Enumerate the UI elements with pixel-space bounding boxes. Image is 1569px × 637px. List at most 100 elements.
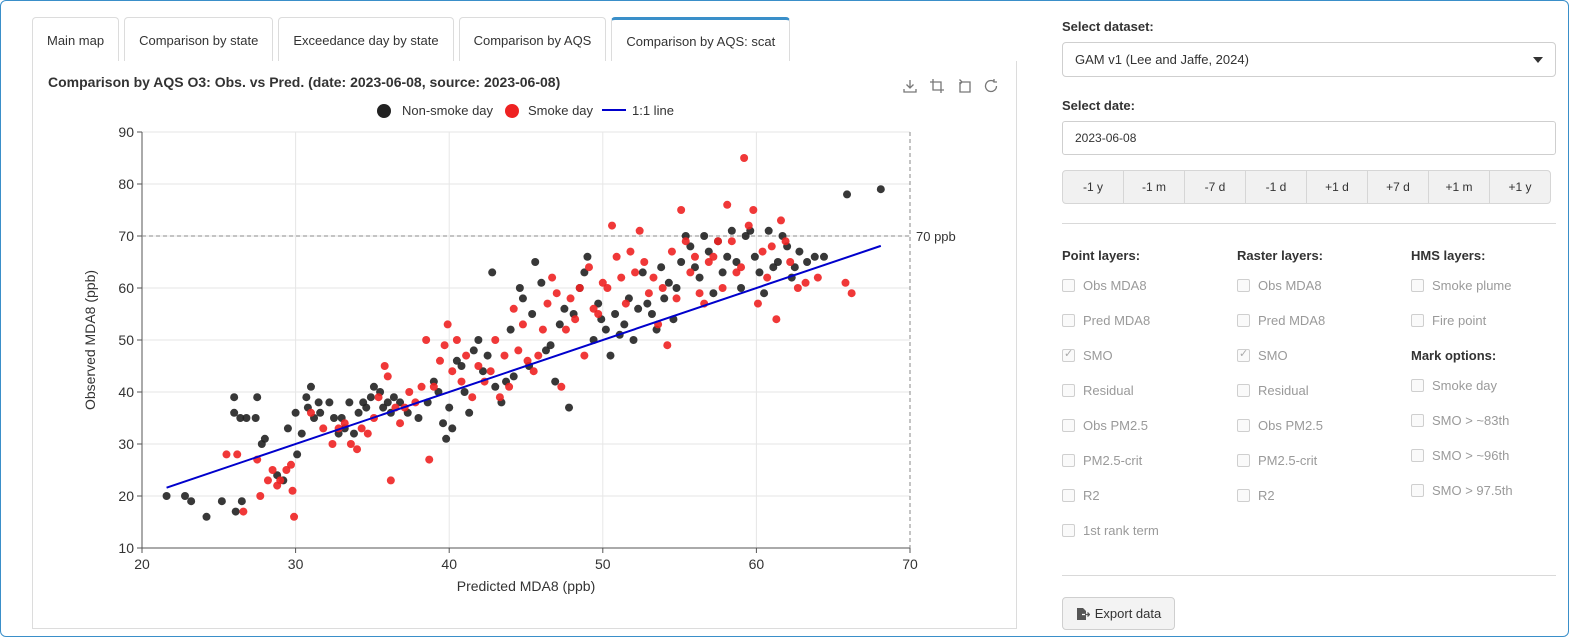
checkbox-box[interactable] — [1237, 454, 1250, 467]
step-minus-1d-button[interactable]: -1 d — [1245, 170, 1307, 204]
checkbox-box[interactable] — [1237, 279, 1250, 292]
step-plus-1d-button[interactable]: +1 d — [1306, 170, 1368, 204]
step-minus-7d-button[interactable]: -7 d — [1184, 170, 1246, 204]
non-smoke-point — [555, 320, 564, 329]
raster-layer-checkbox-residual[interactable]: Residual — [1237, 373, 1325, 408]
tab-main-map[interactable]: Main map — [32, 17, 120, 62]
checkbox-box[interactable] — [1062, 489, 1075, 502]
export-data-button[interactable]: Export data — [1062, 597, 1175, 630]
step-minus-1y-button[interactable]: -1 y — [1062, 170, 1124, 204]
x-tick-label: 20 — [134, 556, 150, 572]
checkbox-box[interactable] — [1237, 347, 1250, 362]
zoom-icon[interactable] — [928, 77, 946, 95]
raster-layer-checkbox-smo[interactable]: SMO — [1237, 338, 1325, 373]
legend-swatch-smoke — [505, 104, 519, 118]
mark-option-checkbox-smo-97-5th[interactable]: SMO > 97.5th — [1411, 473, 1513, 508]
mark-option-checkbox-smo-83th[interactable]: SMO > ~83th — [1411, 403, 1513, 438]
raster-layer-checkbox-obs-mda8[interactable]: Obs MDA8 — [1237, 268, 1325, 303]
checkbox-box[interactable] — [1411, 484, 1424, 497]
smoke-point — [286, 460, 295, 469]
checkbox-box[interactable] — [1237, 384, 1250, 397]
checkbox-box[interactable] — [1237, 489, 1250, 502]
non-smoke-point — [202, 512, 211, 521]
raster-layer-checkbox-obs-pm2-5[interactable]: Obs PM2.5 — [1237, 408, 1325, 443]
raster-layer-checkbox-pred-mda8[interactable]: Pred MDA8 — [1237, 303, 1325, 338]
checkbox-label: Residual — [1083, 383, 1134, 398]
non-smoke-point — [349, 429, 358, 438]
checkbox-box[interactable] — [1411, 279, 1424, 292]
checkbox-box[interactable] — [1062, 314, 1075, 327]
checkbox-box[interactable] — [1237, 419, 1250, 432]
y-tick-label: 40 — [118, 384, 134, 400]
smoke-point — [740, 154, 749, 162]
smoke-point — [690, 252, 699, 261]
smoke-point — [346, 440, 355, 448]
checkbox-box[interactable] — [1062, 419, 1075, 432]
non-smoke-point — [755, 268, 764, 277]
point-layer-checkbox-pred-mda8[interactable]: Pred MDA8 — [1062, 303, 1159, 338]
checkbox-box[interactable] — [1411, 379, 1424, 392]
download-icon[interactable] — [901, 77, 919, 95]
smoke-point — [319, 424, 328, 433]
checkbox-box[interactable] — [1411, 414, 1424, 427]
smoke-point — [686, 268, 695, 277]
non-smoke-point — [629, 336, 638, 344]
tab-comparison-by-aqs[interactable]: Comparison by AQS — [458, 17, 607, 62]
point-layer-checkbox-pm2-5-crit[interactable]: PM2.5-crit — [1062, 443, 1159, 478]
y-tick-label: 20 — [118, 488, 134, 504]
zoom-reset-icon[interactable] — [955, 77, 973, 95]
checkbox-box[interactable] — [1062, 454, 1075, 467]
checkbox-box[interactable] — [1237, 314, 1250, 327]
smoke-point — [626, 247, 635, 256]
checkbox-box[interactable] — [1411, 449, 1424, 462]
hms-layer-checkbox-fire-point[interactable]: Fire point — [1411, 303, 1513, 338]
smoke-point — [776, 216, 785, 225]
restore-icon[interactable] — [982, 77, 1000, 95]
non-smoke-point — [760, 289, 769, 298]
non-smoke-point — [531, 258, 540, 266]
checkbox-box[interactable] — [1411, 314, 1424, 327]
point-layer-checkbox-obs-pm2-5[interactable]: Obs PM2.5 — [1062, 408, 1159, 443]
raster-layer-checkbox-r2[interactable]: R2 — [1237, 478, 1325, 513]
non-smoke-point — [291, 408, 300, 417]
point-layer-checkbox-smo[interactable]: SMO — [1062, 338, 1159, 373]
mark-option-checkbox-smo-96th[interactable]: SMO > ~96th — [1411, 438, 1513, 473]
tab-comparison-by-state[interactable]: Comparison by state — [124, 17, 274, 62]
smoke-point — [523, 356, 532, 365]
tab-exceedance-day-by-state[interactable]: Exceedance day by state — [278, 17, 454, 62]
step-plus-1y-button[interactable]: +1 y — [1489, 170, 1551, 204]
step-plus-7d-button[interactable]: +7 d — [1367, 170, 1429, 204]
smoke-point — [495, 393, 504, 402]
point-layer-checkbox-1st-rank-term[interactable]: 1st rank term — [1062, 513, 1159, 548]
chart-toolbox — [901, 77, 1000, 95]
checkbox-box[interactable] — [1062, 524, 1075, 537]
point-layer-checkbox-residual[interactable]: Residual — [1062, 373, 1159, 408]
dataset-select[interactable]: GAM v1 (Lee and Jaffe, 2024) — [1062, 42, 1556, 77]
x-tick-label: 30 — [288, 556, 304, 572]
smoke-point — [758, 247, 767, 256]
smoke-point — [486, 367, 495, 376]
smoke-point — [452, 336, 461, 344]
date-input[interactable]: 2023-06-08 — [1062, 121, 1556, 155]
checkbox-box[interactable] — [1062, 347, 1075, 362]
step-plus-1m-button[interactable]: +1 m — [1428, 170, 1490, 204]
smoke-point — [288, 486, 297, 495]
divider — [1062, 223, 1556, 224]
smoke-point — [635, 226, 644, 235]
raster-layer-checkbox-pm2-5-crit[interactable]: PM2.5-crit — [1237, 443, 1325, 478]
hms-layer-checkbox-smoke-plume[interactable]: Smoke plume — [1411, 268, 1513, 303]
mark-option-checkbox-smoke-day[interactable]: Smoke day — [1411, 368, 1513, 403]
smoke-point — [589, 304, 598, 313]
smoke-point — [534, 351, 543, 360]
checkbox-box[interactable] — [1062, 279, 1075, 292]
non-smoke-point — [583, 252, 592, 261]
point-layer-checkbox-obs-mda8[interactable]: Obs MDA8 — [1062, 268, 1159, 303]
point-layer-checkbox-r2[interactable]: R2 — [1062, 478, 1159, 513]
non-smoke-point — [491, 382, 500, 391]
non-smoke-point — [306, 382, 315, 391]
checkbox-box[interactable] — [1062, 384, 1075, 397]
tab-comparison-by-aqs-scat[interactable]: Comparison by AQS: scat — [611, 17, 791, 63]
step-minus-1m-button[interactable]: -1 m — [1123, 170, 1185, 204]
smoke-point — [631, 268, 640, 277]
date-step-buttons: -1 y -1 m -7 d -1 d +1 d +7 d +1 m +1 y — [1062, 170, 1551, 204]
